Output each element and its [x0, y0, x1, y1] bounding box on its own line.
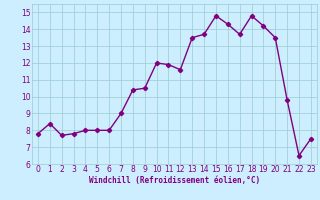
- X-axis label: Windchill (Refroidissement éolien,°C): Windchill (Refroidissement éolien,°C): [89, 176, 260, 185]
